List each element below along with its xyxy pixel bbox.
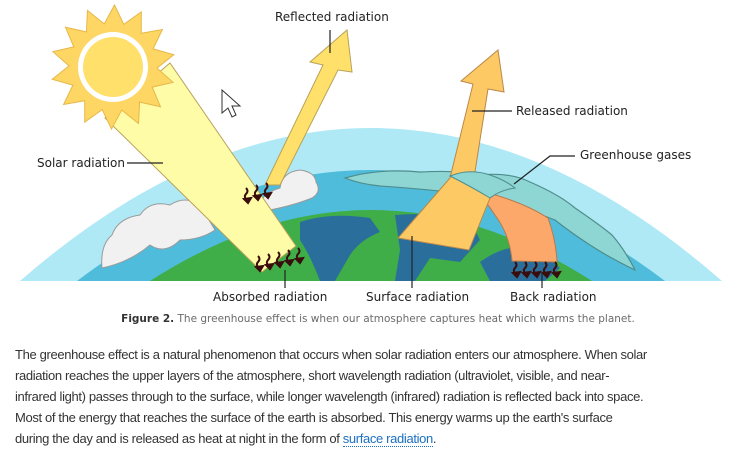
surface-radiation-link[interactable]: surface radiation	[342, 431, 433, 447]
absorbed-arrows	[241, 182, 305, 273]
paragraph-line: radiation reaches the upper layers of th…	[15, 368, 610, 383]
arrowhead-icon	[251, 193, 263, 202]
caption-text: The greenhouse effect is when our atmosp…	[177, 313, 635, 325]
arrowhead-icon	[510, 270, 522, 279]
arrowhead-icon	[540, 270, 552, 279]
body-paragraph: The greenhouse effect is a natural pheno…	[15, 344, 745, 449]
released-radiation-arrow	[397, 49, 505, 251]
arrowhead-icon	[253, 264, 265, 273]
label-released-radiation: Released radiation	[516, 104, 628, 118]
label-greenhouse-gases: Greenhouse gases	[580, 148, 691, 162]
cloud-left	[101, 199, 216, 269]
arrowhead-icon	[530, 270, 542, 279]
arrowhead-icon	[241, 196, 253, 205]
arrowhead-icon	[261, 191, 273, 200]
arrowhead-icon	[283, 258, 295, 267]
caption-prefix: Figure 2.	[121, 313, 175, 325]
greenhouse-effect-diagram: Reflected radiation Released radiation G…	[20, 3, 722, 304]
figure-caption: Figure 2. The greenhouse effect is when …	[0, 313, 756, 325]
paragraph-line-text: during the day and is released as heat a…	[15, 431, 343, 446]
back-radiation-arch	[474, 189, 558, 263]
arrowhead-icon	[520, 270, 532, 279]
label-back-radiation: Back radiation	[510, 290, 597, 304]
label-absorbed-radiation: Absorbed radiation	[213, 290, 327, 304]
arrowhead-icon	[263, 262, 275, 271]
sun-icon	[51, 3, 175, 131]
label-surface-radiation: Surface radiation	[366, 290, 469, 304]
paragraph-line: infrared light) passes through to the su…	[15, 389, 644, 404]
paragraph-line: during the day and is released as heat a…	[15, 428, 745, 449]
label-reflected-radiation: Reflected radiation	[275, 10, 389, 24]
paragraph-end: .	[432, 431, 437, 446]
leader-lines	[127, 30, 575, 288]
label-solar-radiation: Solar radiation	[37, 156, 125, 170]
mouse-cursor-icon	[221, 88, 242, 118]
greenhouse-gases-band-front	[448, 171, 517, 199]
back-radiation-arrows	[510, 261, 562, 279]
arrowhead-icon	[550, 270, 562, 279]
earth-ocean	[300, 214, 560, 281]
arrowhead-icon	[293, 256, 305, 265]
arrowhead-icon	[273, 260, 285, 269]
cloud-right	[257, 169, 319, 211]
paragraph-line: The greenhouse effect is a natural pheno…	[15, 347, 647, 362]
reflected-radiation-arrow	[264, 29, 353, 186]
paragraph-line: Most of the energy that reaches the surf…	[15, 410, 613, 425]
